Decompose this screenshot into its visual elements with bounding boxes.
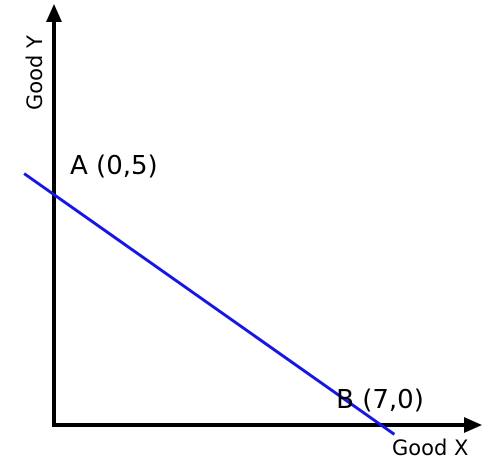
y-axis-label: Good Y xyxy=(23,35,47,110)
y-axis-arrow xyxy=(46,4,62,22)
x-axis xyxy=(52,417,482,433)
annotation-layer: A (0,5) B (7,0) xyxy=(70,151,424,415)
point-label-b: B (7,0) xyxy=(336,385,424,415)
x-axis-label: Good X xyxy=(392,436,468,460)
y-axis xyxy=(46,4,62,425)
x-axis-arrow xyxy=(464,417,482,433)
point-label-a: A (0,5) xyxy=(70,151,158,181)
series-line-0 xyxy=(23,172,396,436)
series-layer xyxy=(23,172,396,436)
